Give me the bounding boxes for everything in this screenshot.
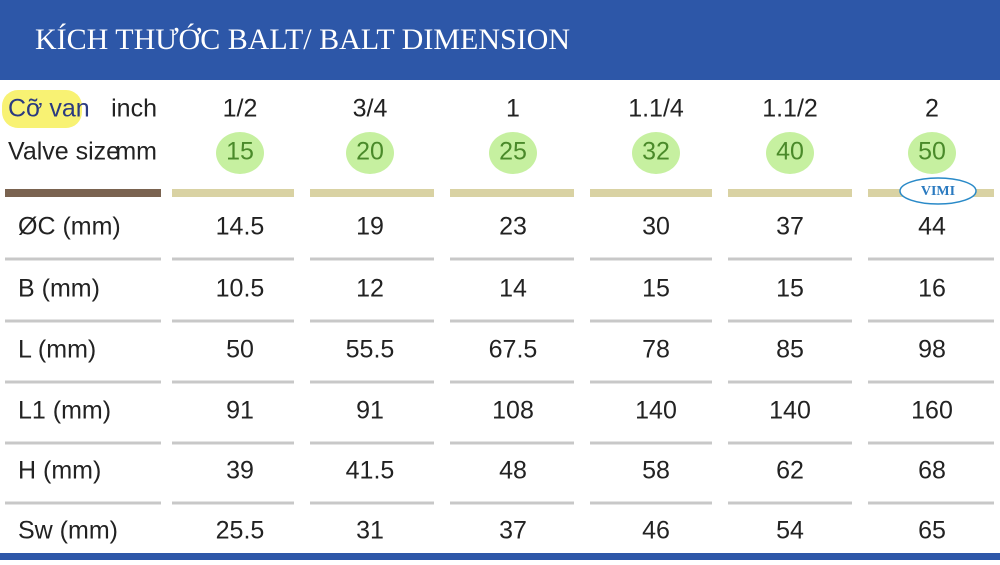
separator-bar: [450, 189, 574, 197]
cell: 25.5: [216, 517, 265, 545]
mm-unit: mm: [115, 138, 157, 166]
cell: 140: [635, 397, 677, 425]
separator-bar: [310, 189, 434, 197]
highlight: [489, 132, 537, 174]
cell: 31: [356, 517, 384, 545]
row-label: L1 (mm): [18, 397, 111, 425]
separator-bar: [172, 189, 294, 197]
highlight: [346, 132, 394, 174]
mm-size: 50: [918, 138, 946, 166]
inch-size: 1.1/4: [628, 95, 684, 123]
cell: 54: [776, 517, 804, 545]
inch-size: 1/2: [223, 95, 258, 123]
highlight: [216, 132, 264, 174]
cell: 85: [776, 336, 804, 364]
mm-size: 25: [499, 138, 527, 166]
cell: 55.5: [346, 336, 395, 364]
cell: 62: [776, 457, 804, 485]
cell: 160: [911, 397, 953, 425]
cell: 65: [918, 517, 946, 545]
inch-size: 1.1/2: [762, 95, 818, 123]
cell: 12: [356, 275, 384, 303]
mm-size: 40: [776, 138, 804, 166]
cell: 48: [499, 457, 527, 485]
title: KÍCH THƯỚC BALT/ BALT DIMENSION: [35, 23, 570, 56]
cell: 10.5: [216, 275, 265, 303]
row-label: ØC (mm): [18, 213, 121, 241]
inch-size: 2: [925, 95, 939, 123]
size-label-vi: Cỡ van: [8, 95, 90, 123]
cell: 50: [226, 336, 254, 364]
cell: 15: [642, 275, 670, 303]
cell: 44: [918, 213, 946, 241]
highlight: [766, 132, 814, 174]
separator-bar: [728, 189, 852, 197]
inch-size: 1: [506, 95, 520, 123]
row-label: L (mm): [18, 336, 96, 364]
cell: 15: [776, 275, 804, 303]
cell: 108: [492, 397, 534, 425]
cell: 78: [642, 336, 670, 364]
cell: 39: [226, 457, 254, 485]
logo: VIMI: [921, 184, 955, 199]
cell: 46: [642, 517, 670, 545]
mm-size: 20: [356, 138, 384, 166]
cell: 140: [769, 397, 811, 425]
header-bar: [0, 0, 1000, 80]
cell: 37: [776, 213, 804, 241]
highlight: [2, 90, 82, 128]
row-label: Sw (mm): [18, 517, 118, 545]
mm-size: 32: [642, 138, 670, 166]
row-label: B (mm): [18, 275, 100, 303]
cell: 30: [642, 213, 670, 241]
highlight: [908, 132, 956, 174]
cell: 16: [918, 275, 946, 303]
logo-outline: [899, 177, 977, 205]
inch-size: 3/4: [353, 95, 388, 123]
cell: 41.5: [346, 457, 395, 485]
cell: 37: [499, 517, 527, 545]
cell: 98: [918, 336, 946, 364]
footer-bar: [0, 553, 1000, 560]
cell: 91: [356, 397, 384, 425]
cell: 68: [918, 457, 946, 485]
row-label: H (mm): [18, 457, 101, 485]
inch-unit: inch: [111, 95, 157, 123]
cell: 91: [226, 397, 254, 425]
separator-bar: [5, 189, 161, 197]
cell: 67.5: [489, 336, 538, 364]
size-label-en: Valve size: [8, 138, 120, 166]
highlight: [632, 132, 680, 174]
mm-size: 15: [226, 138, 254, 166]
separator-bar: [590, 189, 712, 197]
cell: 14: [499, 275, 527, 303]
cell: 14.5: [216, 213, 265, 241]
cell: 19: [356, 213, 384, 241]
cell: 23: [499, 213, 527, 241]
cell: 58: [642, 457, 670, 485]
